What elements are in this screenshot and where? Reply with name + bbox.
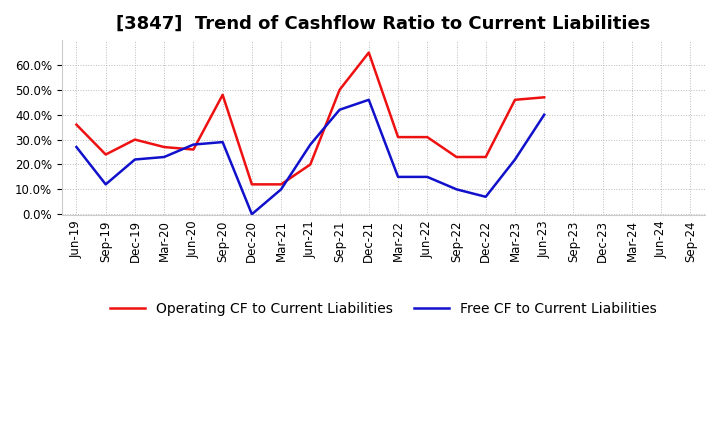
Free CF to Current Liabilities <box>130 157 139 162</box>
Operating CF to Current Liabilities <box>336 87 344 92</box>
Operating CF to Current Liabilities <box>394 135 402 140</box>
Operating CF to Current Liabilities <box>248 182 256 187</box>
Operating CF to Current Liabilities <box>452 154 461 160</box>
Free CF to Current Liabilities <box>72 144 81 150</box>
Operating CF to Current Liabilities <box>72 122 81 127</box>
Operating CF to Current Liabilities <box>482 154 490 160</box>
Operating CF to Current Liabilities <box>130 137 139 142</box>
Operating CF to Current Liabilities <box>218 92 227 98</box>
Free CF to Current Liabilities <box>160 154 168 160</box>
Free CF to Current Liabilities <box>364 97 373 103</box>
Free CF to Current Liabilities <box>276 187 285 192</box>
Free CF to Current Liabilities <box>218 139 227 145</box>
Operating CF to Current Liabilities <box>510 97 519 103</box>
Free CF to Current Liabilities <box>306 142 315 147</box>
Free CF to Current Liabilities <box>452 187 461 192</box>
Operating CF to Current Liabilities <box>423 135 431 140</box>
Free CF to Current Liabilities <box>336 107 344 112</box>
Free CF to Current Liabilities <box>248 212 256 217</box>
Free CF to Current Liabilities <box>423 174 431 180</box>
Free CF to Current Liabilities <box>510 157 519 162</box>
Title: [3847]  Trend of Cashflow Ratio to Current Liabilities: [3847] Trend of Cashflow Ratio to Curren… <box>116 15 651 33</box>
Operating CF to Current Liabilities <box>189 147 198 152</box>
Operating CF to Current Liabilities <box>364 50 373 55</box>
Free CF to Current Liabilities <box>394 174 402 180</box>
Free CF to Current Liabilities <box>482 194 490 199</box>
Free CF to Current Liabilities <box>189 142 198 147</box>
Free CF to Current Liabilities <box>102 182 110 187</box>
Line: Operating CF to Current Liabilities: Operating CF to Current Liabilities <box>76 52 544 184</box>
Line: Free CF to Current Liabilities: Free CF to Current Liabilities <box>76 100 544 214</box>
Operating CF to Current Liabilities <box>540 95 549 100</box>
Operating CF to Current Liabilities <box>306 162 315 167</box>
Free CF to Current Liabilities <box>540 112 549 117</box>
Operating CF to Current Liabilities <box>276 182 285 187</box>
Operating CF to Current Liabilities <box>160 144 168 150</box>
Operating CF to Current Liabilities <box>102 152 110 157</box>
Legend: Operating CF to Current Liabilities, Free CF to Current Liabilities: Operating CF to Current Liabilities, Fre… <box>105 296 662 321</box>
